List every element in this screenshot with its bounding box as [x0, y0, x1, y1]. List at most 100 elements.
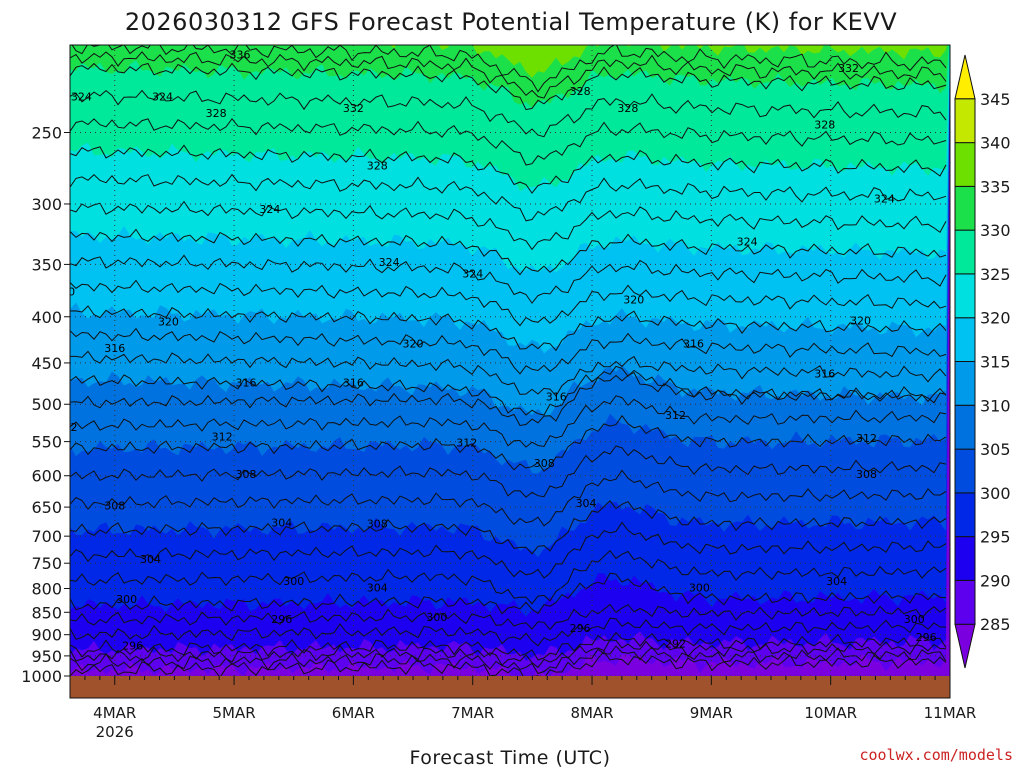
contour-label: 324 [259, 203, 280, 216]
credit-text: coolwx.com/models [859, 746, 1013, 764]
contour-line [70, 200, 947, 251]
contour-line [70, 521, 947, 579]
y-tick-label: 800 [31, 580, 62, 599]
contour-label: 328 [570, 85, 591, 98]
contour-line [70, 62, 947, 111]
contour-label: 308 [534, 457, 555, 470]
contour-line [70, 617, 947, 647]
contour-line [70, 89, 947, 138]
contour-label: 320 [158, 316, 179, 329]
x-tick-label: 6MAR [332, 704, 375, 722]
y-tick-label: 500 [31, 395, 62, 414]
colorbar-swatch [954, 448, 976, 494]
plot-area: 336 324 324 328 332 328 328 332 328 328 324 324 324 3… [54, 45, 950, 698]
y-tick-label: 750 [31, 554, 62, 573]
contour-label: 296 [570, 622, 591, 635]
colorbar-swatch [954, 54, 976, 100]
contour-line [70, 51, 947, 99]
colorbar-swatch [954, 623, 976, 669]
y-axis: 250 300 350 400 450 500 550 600 650 700 750 800 850 9… [21, 123, 70, 686]
contour-line [70, 305, 947, 352]
x-tick-label: 9MAR [690, 704, 733, 722]
colorbar: 285 290 295 300 305 310 315 320 325 330 335 340 345 [954, 54, 1011, 669]
contour-label: 300 [116, 593, 137, 606]
x-tick-label: 4MAR [93, 704, 136, 722]
contour-label: 312 [456, 436, 477, 449]
contour-line [70, 117, 947, 166]
contour-label: 316 [546, 390, 567, 403]
contour-line [70, 650, 947, 683]
contour-label: 292 [665, 637, 686, 650]
contour-label: 308 [236, 468, 257, 481]
colorbar-tick-label: 295 [980, 528, 1011, 547]
band-fill [70, 45, 949, 108]
x-tick-label: 5MAR [212, 704, 255, 722]
contour-label: 324 [379, 256, 400, 269]
contour-label: 328 [367, 160, 388, 173]
x-axis-label: Forecast Time (UTC) [410, 747, 611, 768]
y-tick-label: 300 [31, 195, 62, 214]
band-fill [207, 45, 947, 78]
contour-line [70, 639, 947, 669]
contour-label: 296 [122, 639, 143, 652]
contour-label: 300 [283, 575, 304, 588]
colorbar-tick-label: 315 [980, 353, 1011, 372]
contour-label: 316 [343, 376, 364, 389]
contour-label: 320 [54, 285, 75, 298]
y-tick-label: 350 [31, 255, 62, 274]
contour-lines [70, 45, 947, 683]
colorbar-tick-label: 300 [980, 484, 1011, 503]
colorbar-tick-label: 285 [980, 615, 1011, 634]
contour-label: 300 [426, 611, 447, 624]
contour-line [70, 327, 947, 375]
colorbar-swatch [954, 273, 976, 319]
band-fill [70, 45, 950, 192]
contour-label: 320 [623, 294, 644, 307]
contour-line [70, 645, 947, 675]
colorbar-tick-label: 340 [980, 134, 1011, 153]
y-tick-label: 650 [31, 498, 62, 517]
contour-label: 296 [271, 613, 292, 626]
contour-label: 308 [367, 518, 388, 531]
x-tick-label: 8MAR [570, 704, 613, 722]
contour-label: 328 [206, 107, 227, 120]
contour-line [70, 228, 947, 276]
contour-label: 320 [403, 337, 424, 350]
colorbar-swatch [954, 185, 976, 231]
contour-label: 304 [140, 553, 161, 566]
contour-label: 328 [814, 119, 835, 132]
contour-label: 324 [874, 193, 895, 206]
chart-title: 2026030312 GFS Forecast Potential Temper… [125, 8, 897, 36]
contour-label: 296 [916, 631, 937, 644]
contour-label: 316 [236, 376, 257, 389]
contour-label: 332 [838, 62, 859, 75]
contour-label: 300 [904, 613, 925, 626]
colorbar-tick-label: 345 [980, 90, 1011, 109]
contour-label: 332 [343, 102, 364, 115]
y-tick-label: 1000 [21, 667, 62, 686]
contour-label: 304 [367, 582, 388, 595]
colorbar-swatch [954, 98, 976, 144]
colorbar-swatch [954, 361, 976, 406]
colorbar-swatch [954, 579, 976, 625]
colorbar-tick-label: 335 [980, 177, 1011, 196]
contour-label: 324 [737, 235, 758, 248]
y-tick-label: 450 [31, 354, 62, 373]
contour-label: 312 [856, 432, 877, 445]
y-tick-label: 550 [31, 433, 62, 452]
ground-surface [70, 676, 950, 698]
contour-label: 300 [689, 582, 710, 595]
y-tick-label: 950 [31, 647, 62, 666]
contour-line [70, 500, 947, 555]
contour-line [70, 279, 947, 327]
contour-label: 316 [104, 342, 125, 355]
contour-line [71, 45, 947, 93]
y-tick-label: 600 [31, 467, 62, 486]
contour-line [70, 469, 947, 527]
y-tick-label: 250 [31, 123, 62, 142]
contour-line [70, 631, 947, 661]
contour-label: 316 [683, 337, 704, 350]
colorbar-tick-label: 325 [980, 265, 1011, 284]
